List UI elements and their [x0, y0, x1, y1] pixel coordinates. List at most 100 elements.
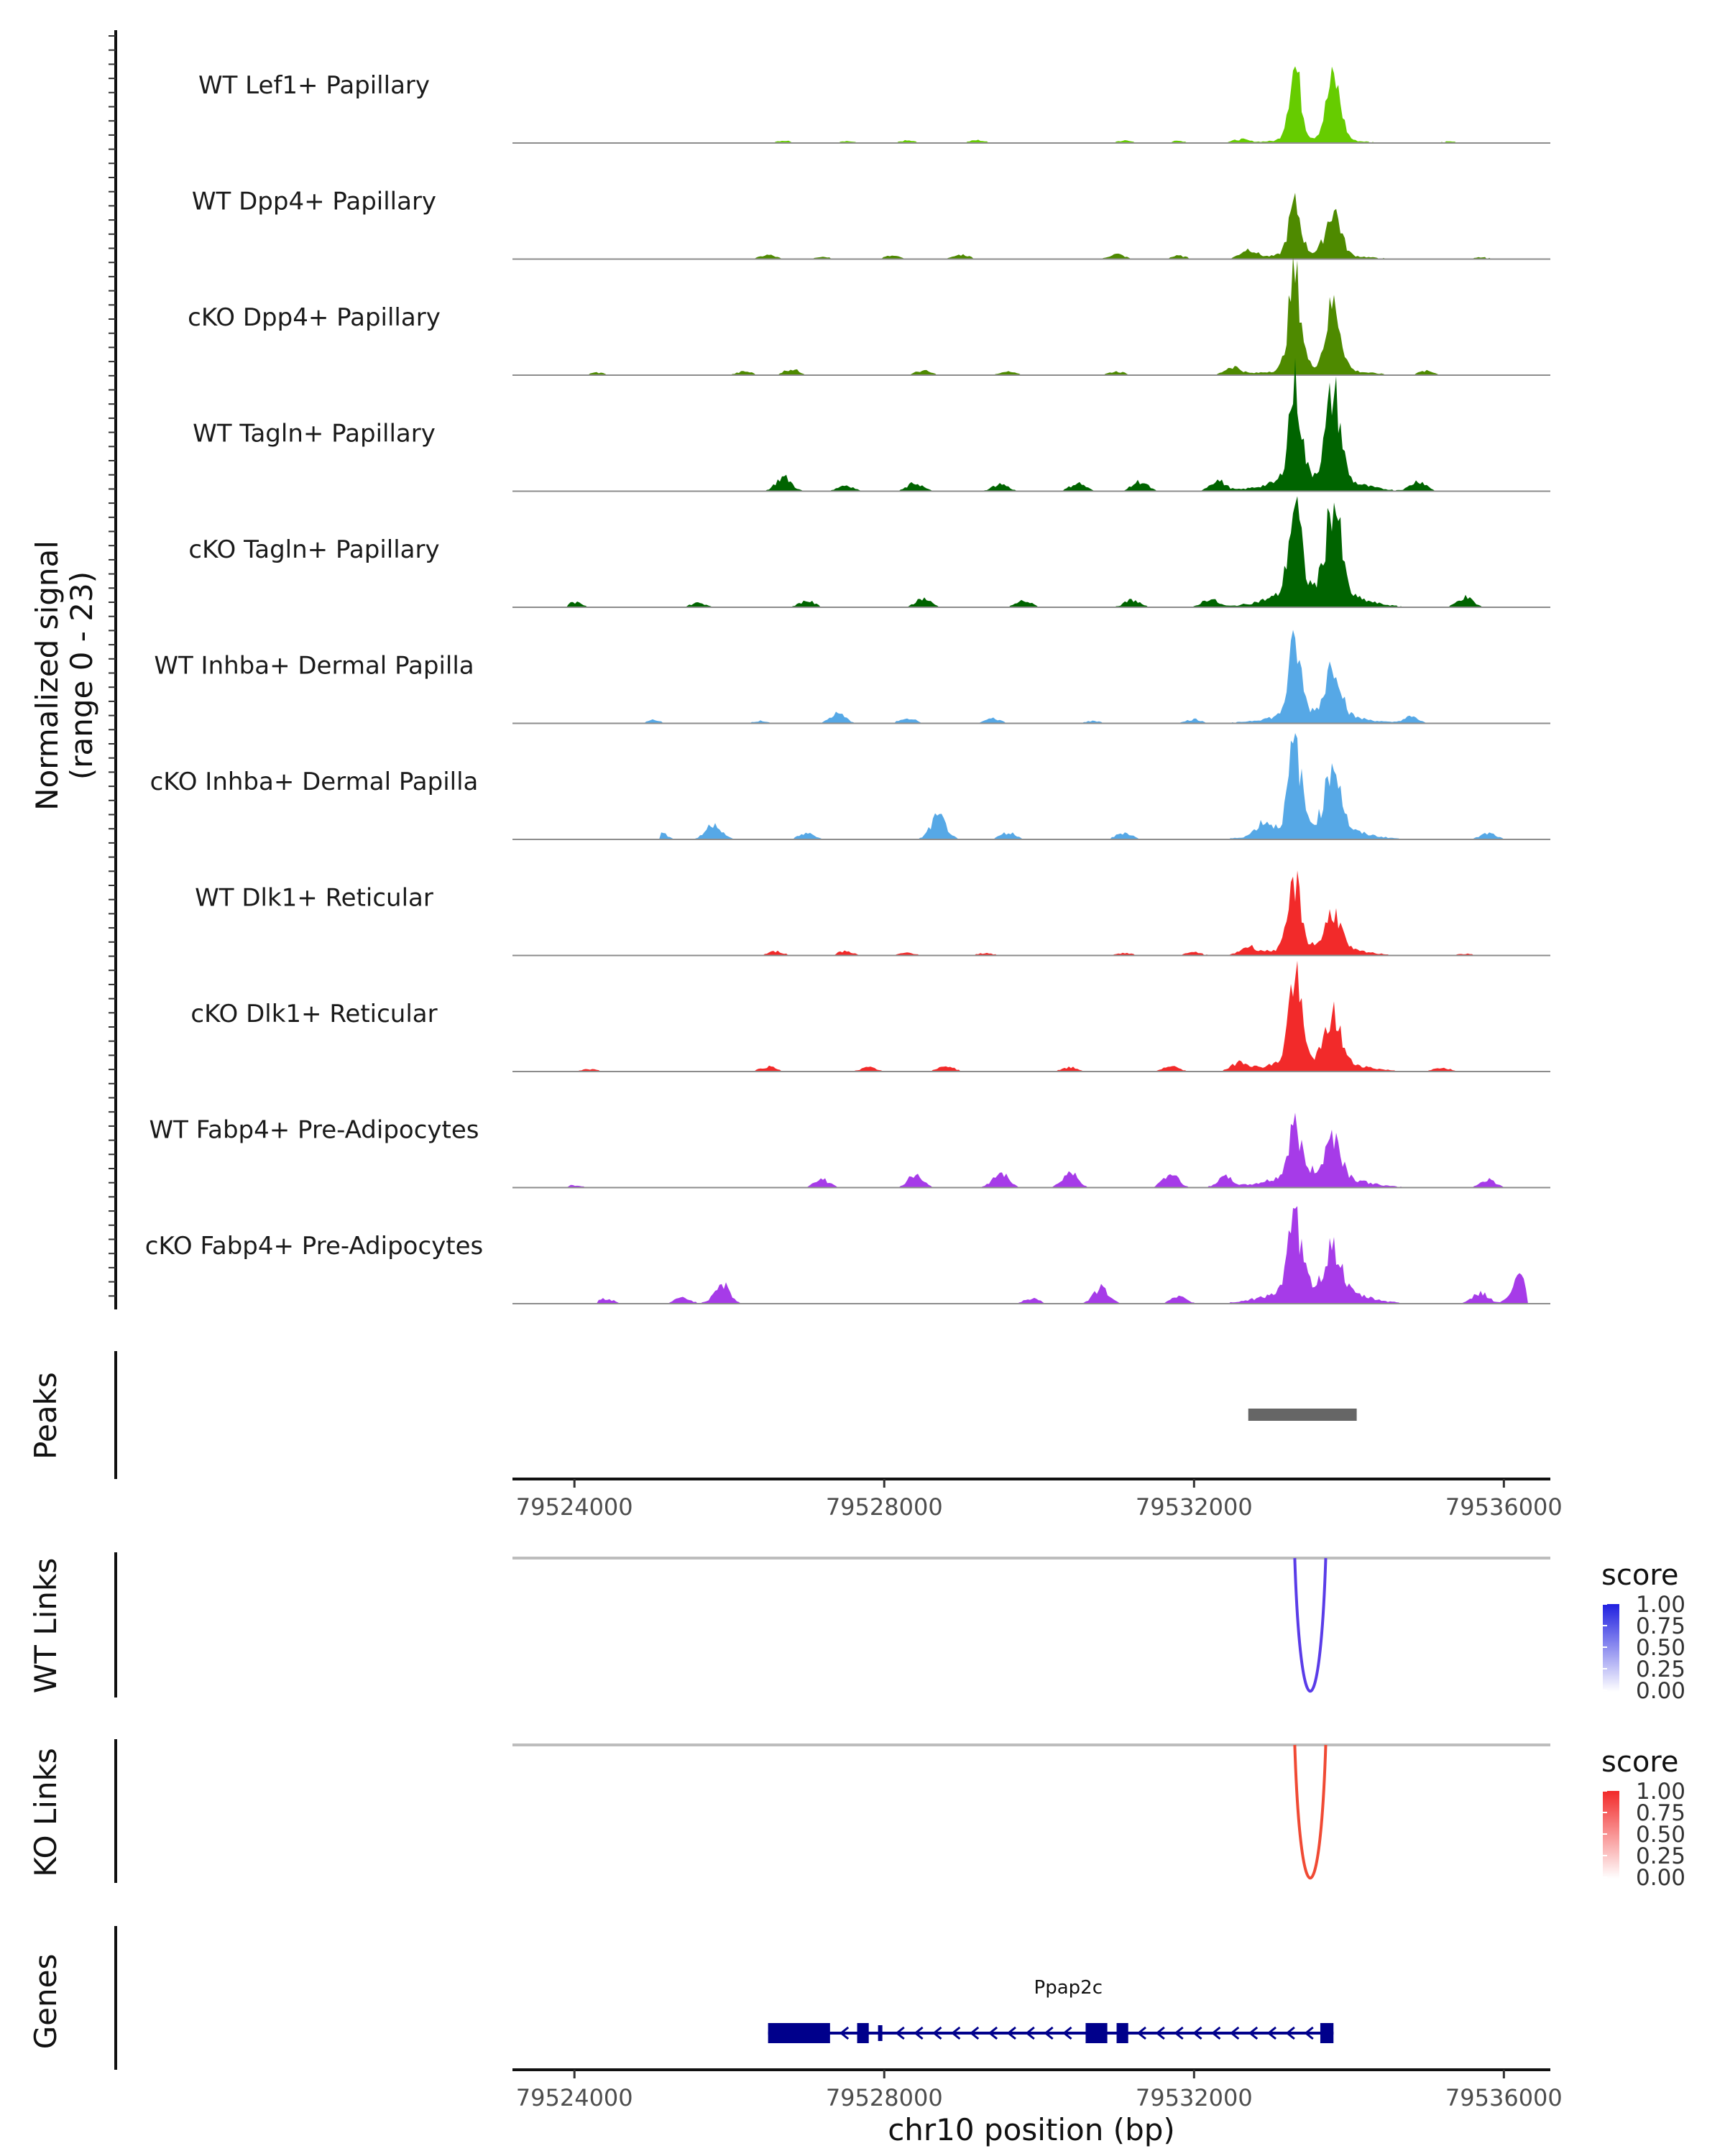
gene-exon: [1320, 2023, 1334, 2043]
strand-arrow: [950, 2026, 961, 2040]
track-label: WT Tagln+ Papillary: [193, 420, 436, 448]
track-signal-area: [512, 357, 1550, 492]
track-label: cKO Fabp4+ Pre-Adipocytes: [145, 1232, 484, 1261]
track-label: WT Fabp4+ Pre-Adipocytes: [150, 1116, 479, 1145]
gene-Ppap2c: Ppap2c: [768, 1977, 1334, 2043]
strand-arrow: [1155, 2026, 1165, 2040]
links-tracks: [512, 1557, 1550, 1879]
strand-arrow: [1229, 2026, 1240, 2040]
gene-exon: [857, 2023, 869, 2043]
x-tick-label: 79532000: [1136, 2084, 1253, 2111]
track-signal-area: [512, 733, 1550, 839]
x-tick-label: 79524000: [516, 1493, 633, 1521]
track-signal-area: [512, 870, 1550, 956]
strand-arrow: [1192, 2026, 1202, 2040]
bottom-x-axis-ticks: 79524000 79528000 79532000 79536000: [516, 2070, 1563, 2111]
track-signal-area: [512, 255, 1550, 375]
strand-arrow: [1248, 2026, 1259, 2040]
gene-name-label: Ppap2c: [1034, 1977, 1103, 1999]
strand-arrow: [969, 2026, 980, 2040]
track-2: cKO Dpp4+ Papillary: [188, 255, 1550, 376]
strand-arrow: [1136, 2026, 1146, 2040]
ko-links-legend: score 1.000.750.500.250.00: [1601, 1746, 1685, 1891]
track-signal-area: [512, 960, 1550, 1072]
track-signal-area: [512, 1112, 1550, 1188]
legend-tick-label: 0.00: [1636, 1865, 1685, 1891]
wt-legend-ticks: 1.000.750.500.250.00: [1603, 1592, 1685, 1704]
strand-arrow: [988, 2026, 998, 2040]
peak-region: [1248, 1409, 1357, 1421]
coverage-y-axis-title: Normalized signal: [29, 540, 65, 811]
strand-arrow: [1304, 2026, 1314, 2040]
strand-arrow: [1025, 2026, 1035, 2040]
ko-legend-title: score: [1601, 1746, 1678, 1779]
x-axis-title: chr10 position (bp): [888, 2112, 1175, 2147]
strand-arrow: [1285, 2026, 1295, 2040]
track-1: WT Dpp4+ Papillary: [192, 188, 1550, 260]
wt-links-legend: score 1.000.750.500.250.00: [1601, 1559, 1685, 1704]
track-signal-area: [512, 1206, 1550, 1304]
track-10: cKO Fabp4+ Pre-Adipocytes: [145, 1206, 1550, 1304]
strand-arrow: [839, 2026, 850, 2040]
track-label: WT Lef1+ Papillary: [198, 71, 430, 100]
wt-legend-title: score: [1601, 1559, 1678, 1592]
link-arc: [1293, 1744, 1328, 1879]
legend-tick-label: 1.00: [1636, 1779, 1685, 1805]
wt-links-track-title: WT Links: [28, 1558, 63, 1693]
track-signal-area: [512, 496, 1550, 607]
track-label: cKO Dlk1+ Reticular: [190, 1000, 437, 1028]
strand-arrow: [1174, 2026, 1184, 2040]
track-signal-area: [512, 193, 1550, 259]
legend-tick-label: 0.00: [1636, 1678, 1685, 1704]
track-label: WT Dpp4+ Papillary: [192, 188, 436, 216]
x-tick-label: 79528000: [826, 1493, 943, 1521]
strand-arrow: [895, 2026, 905, 2040]
track-signal-area: [512, 630, 1550, 724]
strand-arrow: [1266, 2026, 1276, 2040]
track-7: WT Dlk1+ Reticular: [195, 870, 1550, 957]
strand-arrow: [914, 2026, 924, 2040]
x-tick-label: 79528000: [826, 2084, 943, 2111]
track-3: WT Tagln+ Papillary: [193, 357, 1550, 492]
track-5: WT Inhba+ Dermal Papilla: [154, 630, 1550, 724]
legend-tick-label: 0.75: [1636, 1613, 1685, 1639]
strand-arrow: [1211, 2026, 1221, 2040]
legend-tick-label: 1.00: [1636, 1592, 1685, 1618]
track-label: cKO Dpp4+ Papillary: [188, 303, 441, 332]
coverage-tracks: WT Lef1+ Papillary WT Dpp4+ Papillary cKO …: [145, 66, 1550, 1304]
ko-links-track-title: KO Links: [28, 1748, 63, 1877]
legend-tick-label: 0.50: [1636, 1822, 1685, 1848]
legend-tick-label: 0.75: [1636, 1800, 1685, 1826]
x-tick-label: 79536000: [1445, 2084, 1563, 2111]
coverage-y-ticks: [109, 35, 116, 1297]
strand-arrow: [1044, 2026, 1054, 2040]
genes-track: Ppap2c: [768, 1977, 1334, 2043]
gene-exon: [1116, 2023, 1128, 2043]
strand-arrow: [932, 2026, 942, 2040]
genes-track-title: Genes: [28, 1954, 63, 2050]
x-tick-label: 79532000: [1136, 1493, 1253, 1521]
track-label: cKO Tagln+ Papillary: [188, 535, 439, 564]
coverage-y-axis-range: (range 0 - 23): [64, 571, 99, 780]
x-tick-label: 79524000: [516, 2084, 633, 2111]
legend-tick-label: 0.25: [1636, 1843, 1685, 1869]
legend-tick-label: 0.50: [1636, 1635, 1685, 1661]
legend-tick-label: 0.25: [1636, 1657, 1685, 1682]
track-9: WT Fabp4+ Pre-Adipocytes: [150, 1112, 1550, 1189]
track-4: cKO Tagln+ Papillary: [188, 496, 1550, 608]
strand-arrow: [1062, 2026, 1072, 2040]
track-label: cKO Inhba+ Dermal Papilla: [150, 768, 479, 796]
gene-exon: [878, 2025, 883, 2041]
top-x-axis-ticks: 79524000 79528000 79532000 79536000: [516, 1479, 1563, 1521]
link-arc: [1293, 1557, 1328, 1692]
track-label: WT Inhba+ Dermal Papilla: [154, 652, 474, 681]
track-label: WT Dlk1+ Reticular: [195, 884, 433, 913]
ko-legend-ticks: 1.000.750.500.250.00: [1603, 1779, 1685, 1891]
peaks-track: [1248, 1409, 1357, 1421]
track-signal-area: [512, 66, 1550, 143]
track-0: WT Lef1+ Papillary: [198, 66, 1550, 144]
x-tick-label: 79536000: [1445, 1493, 1563, 1521]
peaks-track-title: Peaks: [28, 1372, 63, 1460]
gene-exon: [1085, 2023, 1108, 2043]
